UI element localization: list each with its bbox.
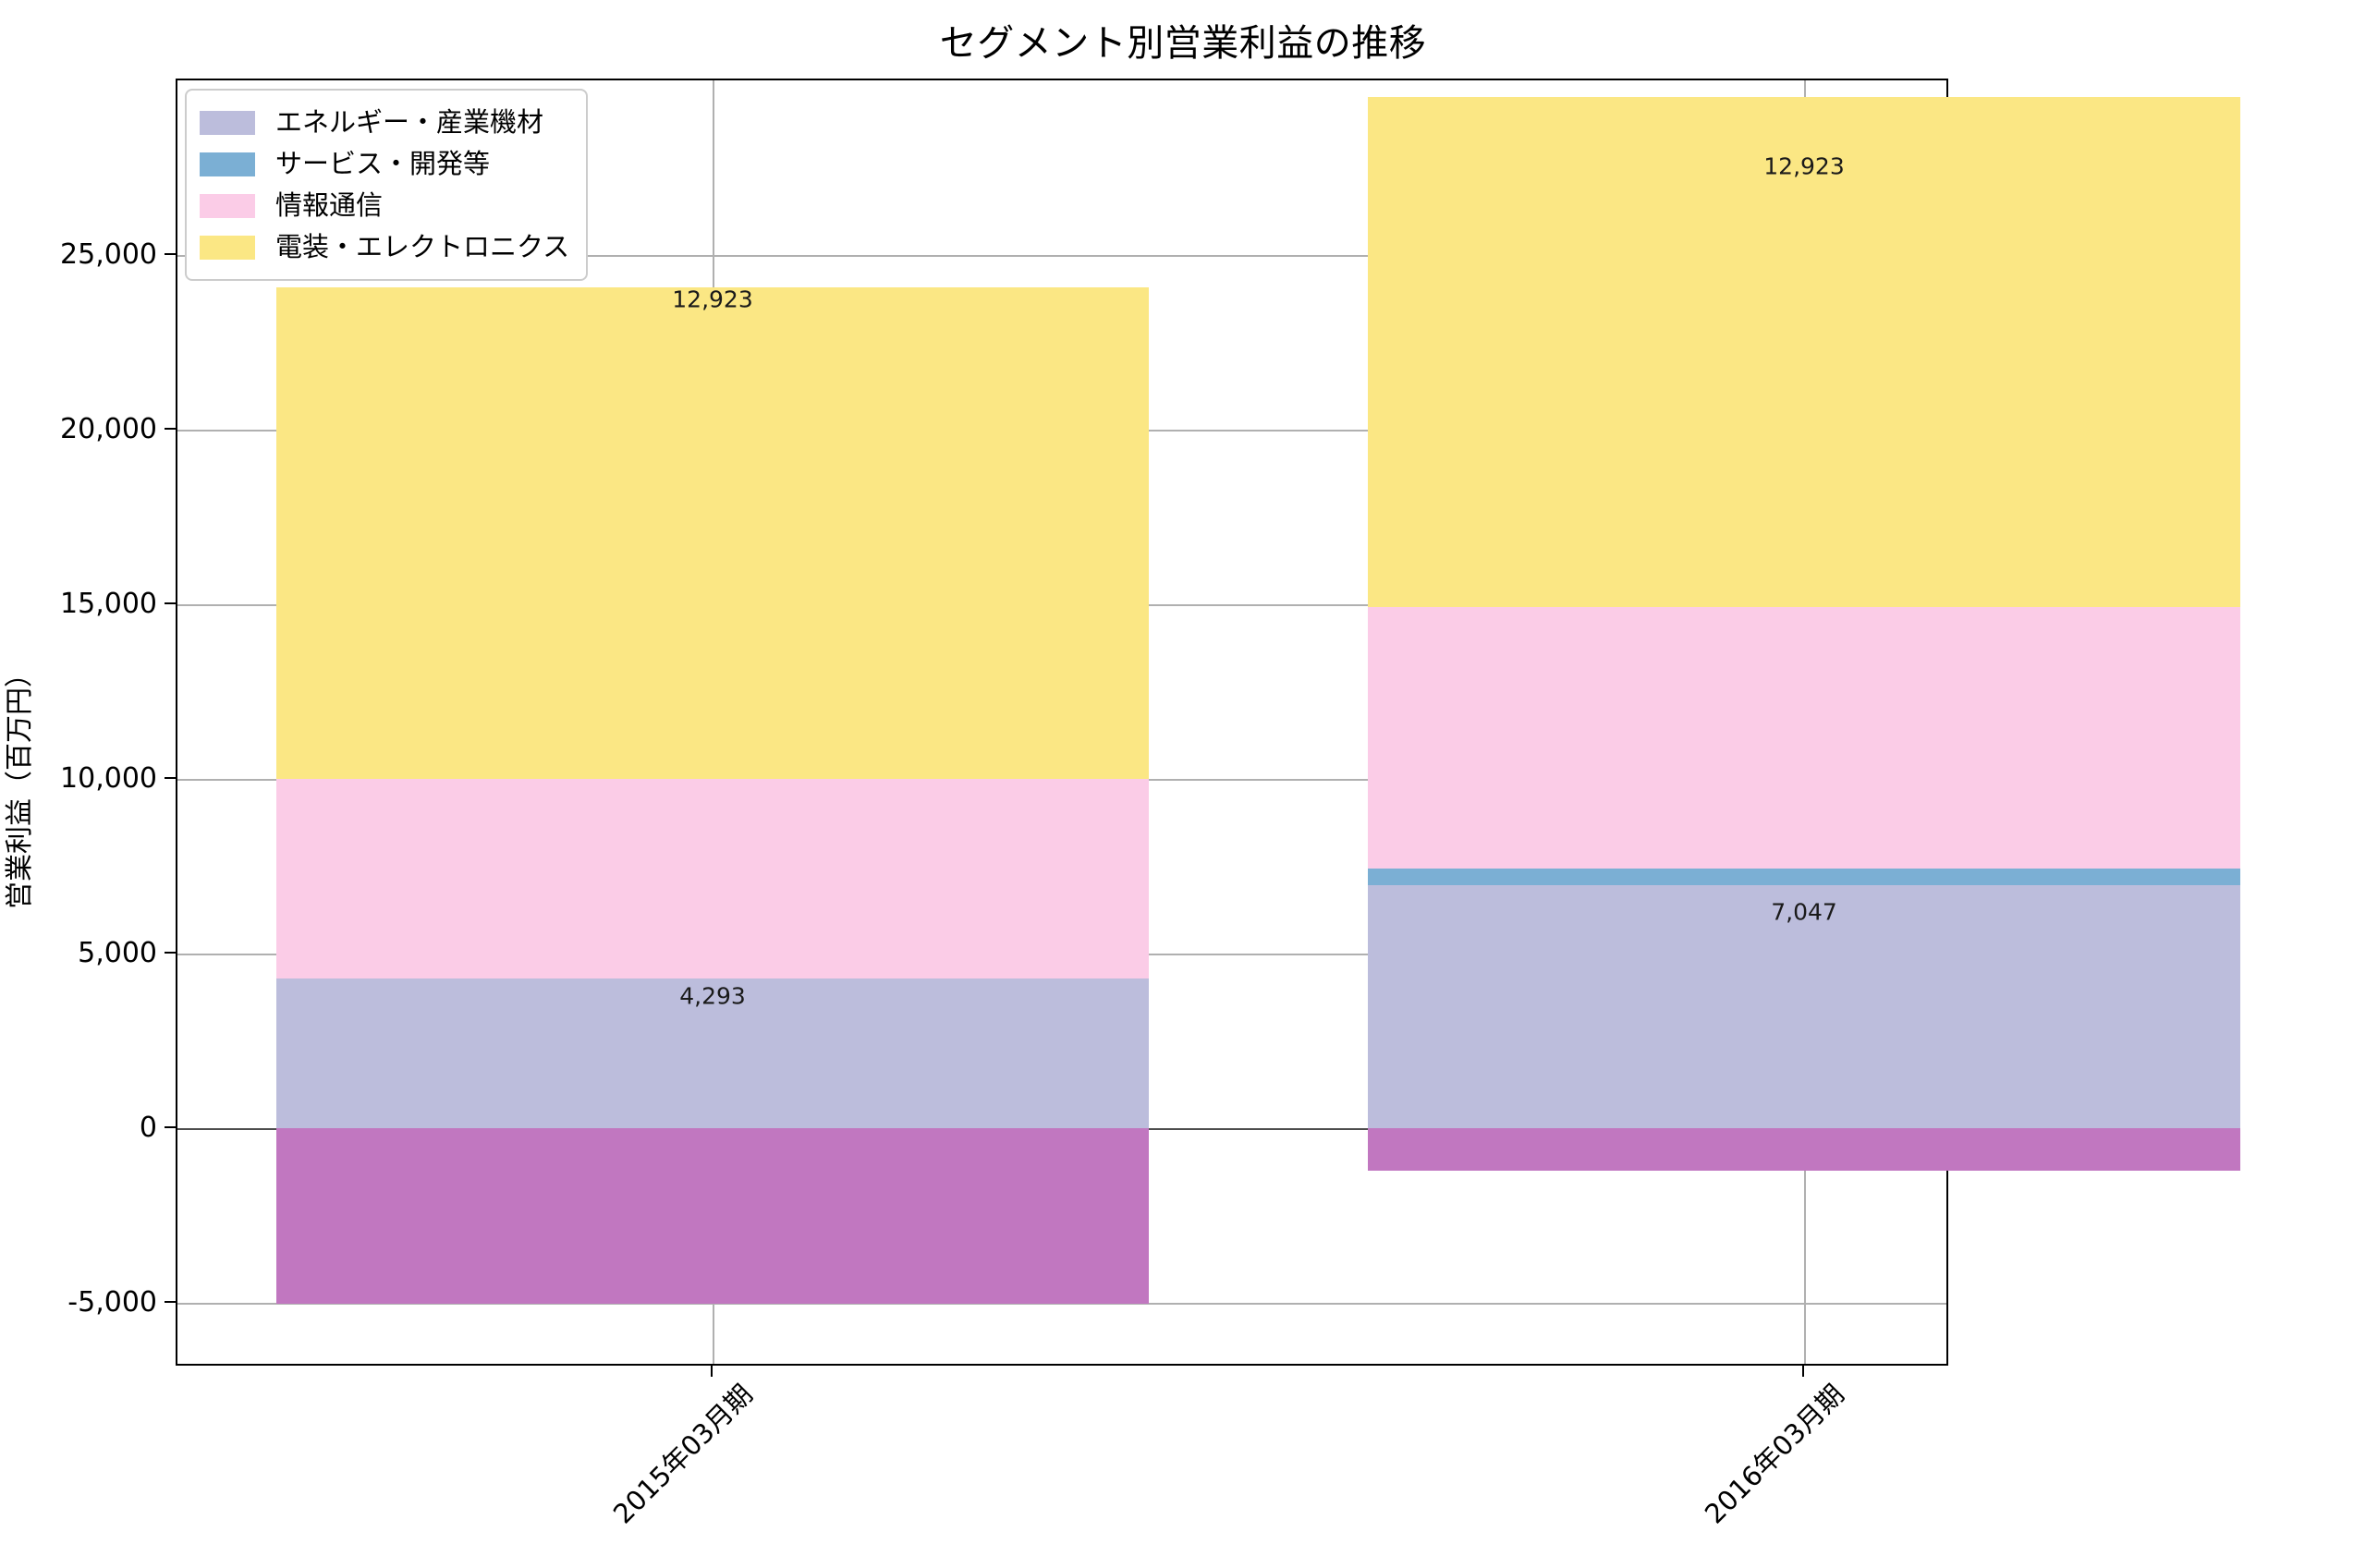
ytick-mark-minus5000 xyxy=(165,1301,176,1303)
xtick-label-2015: 2015年03月期 xyxy=(606,1378,759,1530)
ytick-label-5000: 5,000 xyxy=(78,937,157,969)
ytick-label-25000: 25,000 xyxy=(60,238,157,271)
ytick-label-10000: 10,000 xyxy=(60,762,157,795)
plot-area: 12,923 4,293 12,923 7,047 xyxy=(176,79,2240,1366)
ytick-label-20000: 20,000 xyxy=(60,413,157,445)
bar-label-2016-electronics: 12,923 xyxy=(1763,152,1845,180)
ytick-mark-20000 xyxy=(165,428,176,430)
xtick-mark-2015 xyxy=(711,1366,713,1377)
legend-label-service: サービス・開発等 xyxy=(275,148,491,179)
bar-segment-2016-negative[interactable] xyxy=(1368,1128,2240,1171)
bar-segment-2015-energy[interactable] xyxy=(276,978,1149,1128)
y-axis-title: 営業利益（百万円） xyxy=(4,659,36,909)
legend-swatch-icon-electronics xyxy=(200,235,255,260)
ytick-label-15000: 15,000 xyxy=(60,588,157,620)
bar-label-2015-electronics: 12,923 xyxy=(672,286,753,313)
bar-segment-2015-information[interactable] xyxy=(276,779,1149,978)
ytick-mark-5000 xyxy=(165,952,176,954)
bar-segment-2016-energy[interactable] xyxy=(1368,885,2240,1128)
legend: エネルギー・産業機材 サービス・開発等 情報通信 電装・エレクトロニクス xyxy=(185,89,589,281)
bar-segment-2015-electronics[interactable] xyxy=(276,287,1149,779)
ytick-mark-15000 xyxy=(165,602,176,604)
bar-segment-2016-information[interactable] xyxy=(1368,607,2240,869)
bar-label-2016-energy: 7,047 xyxy=(1771,898,1837,926)
page-title: セグメント別営業利益の推移 xyxy=(939,22,1427,65)
legend-swatch-icon-information xyxy=(200,193,255,218)
ytick-mark-10000 xyxy=(165,777,176,779)
legend-label-information: 情報通信 xyxy=(275,189,384,221)
legend-item-information[interactable]: 情報通信 xyxy=(200,185,569,226)
legend-swatch-icon-energy xyxy=(200,110,255,135)
legend-item-energy[interactable]: エネルギー・産業機材 xyxy=(200,102,569,143)
legend-label-electronics: 電装・エレクトロニクス xyxy=(275,231,570,262)
ytick-label-0: 0 xyxy=(139,1112,157,1144)
bar-segment-2016-service[interactable] xyxy=(1368,869,2240,885)
ytick-mark-0 xyxy=(165,1126,176,1128)
legend-label-energy: エネルギー・産業機材 xyxy=(275,106,544,138)
gridline-minus5000 xyxy=(177,1303,1946,1305)
xtick-label-2016: 2016年03月期 xyxy=(1698,1378,1850,1530)
legend-item-service[interactable]: サービス・開発等 xyxy=(200,143,569,185)
legend-swatch-icon-service xyxy=(200,152,255,176)
gridline-25000 xyxy=(177,255,1946,257)
legend-item-electronics[interactable]: 電装・エレクトロニクス xyxy=(200,226,569,268)
bar-segment-2016-electronics[interactable] xyxy=(1368,97,2240,607)
ytick-label-minus5000: -5,000 xyxy=(67,1286,157,1319)
xtick-mark-2016 xyxy=(1802,1366,1804,1377)
bar-segment-2015-negative[interactable] xyxy=(276,1128,1149,1304)
ytick-mark-25000 xyxy=(165,253,176,255)
bar-label-2015-energy: 4,293 xyxy=(679,982,746,1010)
